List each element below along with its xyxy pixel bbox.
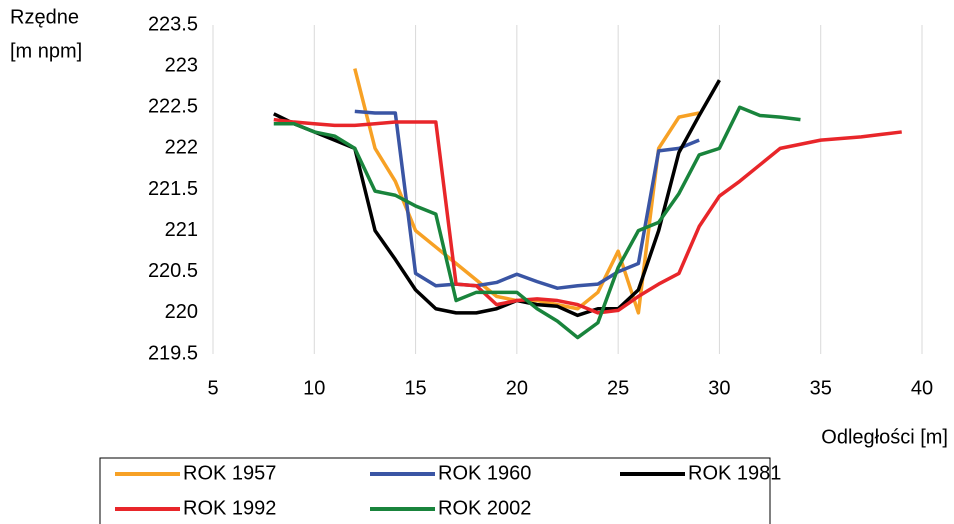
x-tick-label: 35 [810, 377, 832, 399]
y-axis-label: [m npm] [10, 40, 82, 62]
x-axis-label: Odległości [m] [821, 426, 948, 448]
x-tick-label: 15 [404, 377, 426, 399]
y-tick-label: 220.5 [148, 260, 198, 282]
series-line [273, 117, 902, 315]
y-tick-label: 223 [165, 54, 198, 76]
x-tick-label: 10 [303, 377, 325, 399]
x-tick-label: 30 [708, 377, 730, 399]
series-line [273, 105, 801, 340]
y-tick-label: 221.5 [148, 178, 198, 200]
x-tick-label: 25 [607, 377, 629, 399]
series-line [354, 109, 700, 290]
y-tick-label: 223.5 [148, 13, 198, 35]
x-tick-label: 5 [207, 377, 218, 399]
legend-box [99, 457, 771, 524]
x-tick-label: 20 [506, 377, 528, 399]
y-tick-label: 220 [165, 301, 198, 323]
x-tick-label: 40 [911, 377, 933, 399]
legend-label: ROK 2002 [438, 497, 531, 519]
y-tick-label: 222.5 [148, 96, 198, 118]
legend-label: ROK 1960 [438, 462, 531, 484]
y-tick-label: 219.5 [148, 342, 198, 364]
y-tick-label: 221 [165, 219, 198, 241]
y-axis-label: Rzędne [10, 6, 79, 28]
y-tick-label: 222 [165, 137, 198, 159]
legend-label: ROK 1957 [183, 462, 276, 484]
legend-label: ROK 1981 [688, 462, 781, 484]
legend-label: ROK 1992 [183, 497, 276, 519]
